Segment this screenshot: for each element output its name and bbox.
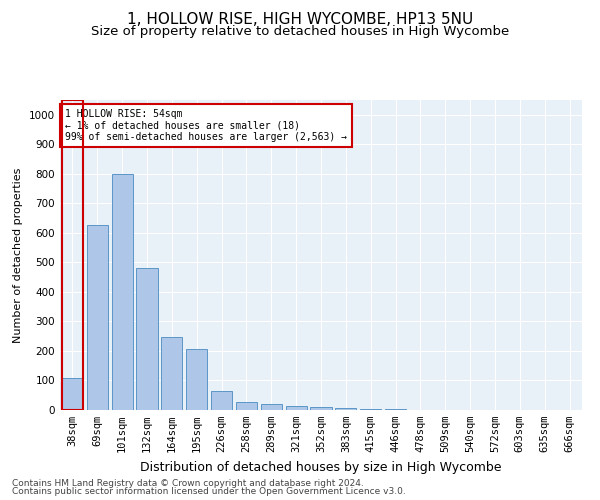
- Bar: [310, 407, 332, 410]
- Bar: [286, 406, 307, 410]
- Bar: [136, 268, 158, 410]
- Bar: [112, 174, 133, 410]
- Bar: [211, 392, 232, 410]
- Bar: [87, 226, 108, 410]
- Text: Size of property relative to detached houses in High Wycombe: Size of property relative to detached ho…: [91, 25, 509, 38]
- Bar: [186, 350, 207, 410]
- Bar: [62, 378, 83, 410]
- Text: 1, HOLLOW RISE, HIGH WYCOMBE, HP13 5NU: 1, HOLLOW RISE, HIGH WYCOMBE, HP13 5NU: [127, 12, 473, 28]
- Text: 1 HOLLOW RISE: 54sqm
← 1% of detached houses are smaller (18)
99% of semi-detach: 1 HOLLOW RISE: 54sqm ← 1% of detached ho…: [65, 110, 347, 142]
- X-axis label: Distribution of detached houses by size in High Wycombe: Distribution of detached houses by size …: [140, 460, 502, 473]
- Text: Contains public sector information licensed under the Open Government Licence v3: Contains public sector information licen…: [12, 487, 406, 496]
- Bar: [360, 408, 381, 410]
- Bar: [236, 402, 257, 410]
- Bar: [335, 408, 356, 410]
- Bar: [261, 404, 282, 410]
- Bar: [62, 100, 83, 410]
- Text: Contains HM Land Registry data © Crown copyright and database right 2024.: Contains HM Land Registry data © Crown c…: [12, 478, 364, 488]
- Y-axis label: Number of detached properties: Number of detached properties: [13, 168, 23, 342]
- Bar: [161, 337, 182, 410]
